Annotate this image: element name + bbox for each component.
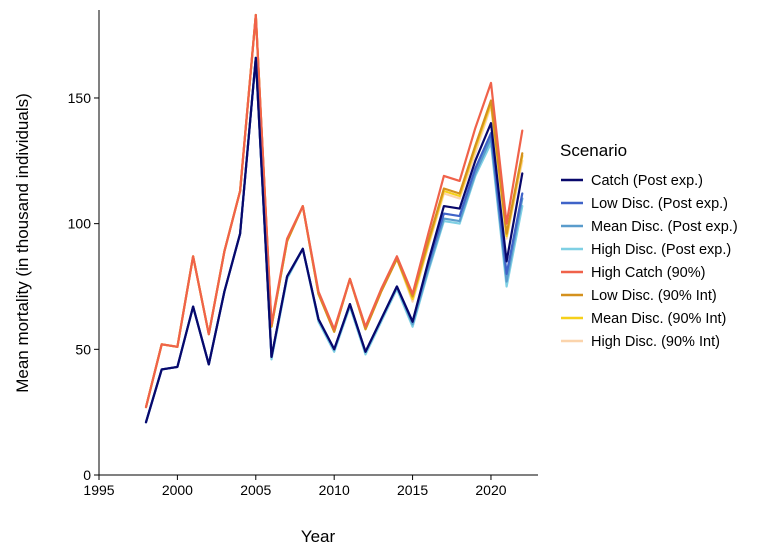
- series-line-low-disc-post-exp: [144, 56, 524, 424]
- legend-item: Low Disc. (Post exp.): [561, 196, 728, 212]
- legend-label: Mean Disc. (Post exp.): [591, 219, 738, 235]
- y-axis-ticks: 0 50 100 150: [68, 90, 99, 483]
- legend-label: Low Disc. (Post exp.): [591, 196, 728, 212]
- legend-item: High Catch (90%): [561, 265, 705, 281]
- legend-label: Low Disc. (90% Int): [591, 288, 717, 304]
- y-tick-label: 150: [68, 90, 92, 106]
- legend-items: Catch (Post exp.) Low Disc. (Post exp.) Me…: [561, 173, 738, 350]
- legend-title: Scenario: [560, 141, 627, 160]
- series-line-catch-post-exp: [144, 56, 524, 424]
- legend-item: Mean Disc. (90% Int): [561, 311, 726, 327]
- series-line-high-catch-90: [144, 13, 524, 409]
- legend: Scenario Catch (Post exp.) Low Disc. (Pos…: [560, 141, 738, 350]
- y-axis-title: Mean mortality (in thousand individuals): [13, 93, 32, 393]
- x-tick-label: 2000: [162, 482, 193, 498]
- axes: 0 50 100 150 1995 2000 2005 2010 2015 2020: [68, 10, 538, 498]
- legend-item: Catch (Post exp.): [561, 173, 703, 189]
- x-axis-title: Year: [301, 527, 336, 546]
- x-tick-label: 2015: [397, 482, 428, 498]
- legend-label: High Catch (90%): [591, 265, 705, 281]
- legend-item: Low Disc. (90% Int): [561, 288, 717, 304]
- legend-label: High Disc. (Post exp.): [591, 242, 731, 258]
- x-tick-label: 2020: [475, 482, 506, 498]
- legend-item: Mean Disc. (Post exp.): [561, 219, 738, 235]
- y-tick-label: 0: [83, 467, 91, 483]
- legend-item: High Disc. (90% Int): [561, 334, 720, 350]
- legend-label: High Disc. (90% Int): [591, 334, 720, 350]
- legend-item: High Disc. (Post exp.): [561, 242, 731, 258]
- legend-label: Mean Disc. (90% Int): [591, 311, 726, 327]
- series-line-high-disc-post-exp: [144, 56, 524, 424]
- y-tick-label: 100: [68, 216, 92, 232]
- x-tick-label: 2005: [240, 482, 271, 498]
- x-tick-label: 2010: [319, 482, 350, 498]
- series-lines: [144, 13, 524, 424]
- series-line-mean-disc-post-exp: [144, 56, 524, 424]
- x-axis-ticks: 1995 2000 2005 2010 2015 2020: [83, 475, 507, 498]
- y-tick-label: 50: [75, 341, 91, 357]
- x-tick-label: 1995: [83, 482, 114, 498]
- legend-label: Catch (Post exp.): [591, 173, 703, 189]
